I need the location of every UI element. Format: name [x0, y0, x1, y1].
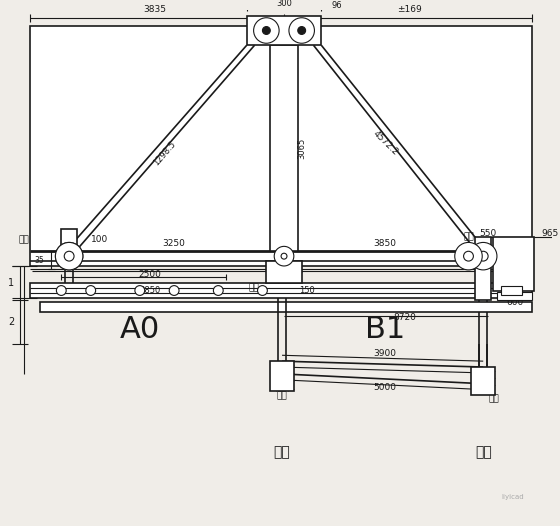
- Text: 3850: 3850: [139, 286, 160, 295]
- Bar: [270, 361, 294, 391]
- Circle shape: [478, 251, 488, 261]
- Circle shape: [64, 251, 74, 261]
- Circle shape: [64, 251, 74, 261]
- Circle shape: [213, 286, 223, 296]
- Text: ±169: ±169: [397, 5, 422, 14]
- Text: 测点: 测点: [488, 394, 499, 403]
- Circle shape: [254, 18, 279, 43]
- Text: 35: 35: [35, 256, 45, 265]
- Circle shape: [55, 242, 83, 270]
- Bar: [247, 16, 321, 45]
- Circle shape: [281, 253, 287, 259]
- Bar: [267, 261, 302, 282]
- Text: 测点: 测点: [277, 391, 287, 400]
- Text: 3850: 3850: [374, 239, 396, 248]
- Circle shape: [298, 27, 306, 34]
- Bar: [61, 229, 77, 263]
- Text: 测点: 测点: [463, 232, 474, 241]
- Bar: [270, 45, 298, 251]
- Circle shape: [274, 246, 294, 266]
- Text: 300: 300: [276, 0, 292, 7]
- Bar: [30, 282, 532, 298]
- Circle shape: [455, 242, 482, 270]
- Bar: [40, 302, 532, 312]
- Circle shape: [464, 251, 473, 261]
- Text: B1: B1: [365, 315, 405, 344]
- Text: 后端: 后端: [274, 446, 291, 459]
- Bar: [501, 286, 522, 296]
- Bar: [497, 292, 532, 300]
- Circle shape: [86, 286, 96, 296]
- Text: 3900: 3900: [374, 349, 396, 358]
- Text: 3250: 3250: [163, 239, 185, 248]
- Text: 5000: 5000: [374, 383, 396, 392]
- Text: 2500: 2500: [138, 270, 161, 279]
- Bar: [30, 26, 532, 266]
- Circle shape: [55, 242, 83, 270]
- Text: 3835: 3835: [143, 5, 166, 14]
- Text: 600: 600: [506, 298, 523, 307]
- Text: A0: A0: [120, 315, 160, 344]
- Circle shape: [169, 286, 179, 296]
- Circle shape: [258, 286, 267, 296]
- Text: 550: 550: [479, 229, 497, 238]
- Text: 8720: 8720: [393, 313, 416, 322]
- Circle shape: [469, 242, 497, 270]
- Text: 100: 100: [91, 235, 108, 244]
- Circle shape: [263, 27, 270, 34]
- Text: 测点: 测点: [18, 235, 29, 244]
- Bar: [493, 237, 534, 290]
- Circle shape: [135, 286, 144, 296]
- Text: 测点: 测点: [249, 283, 259, 292]
- Circle shape: [289, 18, 315, 43]
- Text: 前端: 前端: [475, 446, 492, 459]
- Text: 2: 2: [8, 317, 14, 327]
- Circle shape: [57, 286, 66, 296]
- Text: 1298.5: 1298.5: [151, 139, 177, 167]
- Text: liyicad: liyicad: [501, 493, 524, 500]
- Text: 4572.2: 4572.2: [371, 129, 399, 157]
- Text: 965: 965: [542, 229, 558, 238]
- Bar: [472, 367, 495, 394]
- Text: 96: 96: [331, 2, 342, 11]
- Bar: [475, 237, 491, 300]
- Text: 1: 1: [8, 278, 14, 288]
- Text: 150: 150: [298, 286, 315, 295]
- Text: 3065: 3065: [297, 138, 306, 159]
